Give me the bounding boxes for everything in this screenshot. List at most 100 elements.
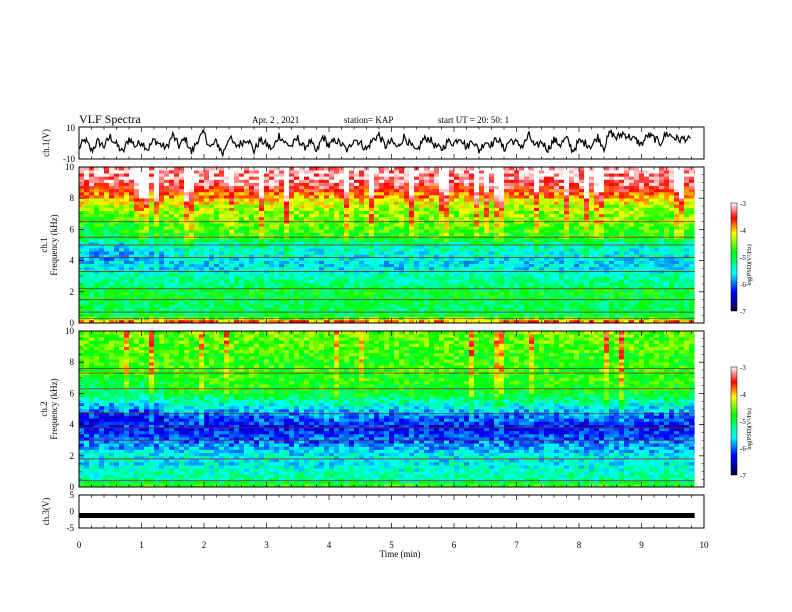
spectrogram-cell [374, 282, 380, 286]
spectrogram-cell [239, 279, 245, 283]
spectrogram-cell [124, 167, 130, 171]
spectrogram-cell [559, 241, 565, 246]
spectrogram-cell [444, 273, 450, 277]
spectrogram-cell [234, 210, 240, 215]
spectrogram-cell [374, 223, 380, 227]
spectrogram-cell [474, 232, 480, 236]
spectrogram-cell [464, 254, 470, 258]
spectrogram-cell [149, 179, 155, 183]
spectrogram-cell [454, 232, 460, 236]
spectrogram-cell [329, 291, 335, 296]
spectrogram-cell [304, 204, 310, 208]
spectrogram-cell [289, 285, 295, 289]
spectrogram-cell [224, 213, 230, 218]
spectrogram-cell [474, 226, 480, 230]
spectrogram-cell [554, 223, 560, 227]
spectrogram-cell [84, 273, 90, 277]
spectrogram-cell [344, 260, 350, 265]
spectrogram-cell [79, 248, 85, 252]
spectrogram-cell [139, 291, 145, 296]
spectrogram-cell [534, 248, 540, 252]
spectrogram-cell [329, 273, 335, 277]
spectrogram-cell [94, 185, 100, 190]
spectrogram-cell [104, 232, 110, 236]
spectrogram-cell [399, 207, 405, 211]
spectrogram-cell [454, 213, 460, 218]
spectrogram-cell [384, 248, 390, 252]
spectrogram-cell [324, 170, 330, 174]
spectrogram-cell [349, 185, 355, 190]
spectrogram-cell [314, 182, 320, 187]
spectrogram-cell [539, 191, 545, 196]
spectrogram-cell [104, 291, 110, 296]
spectrogram-cell [344, 173, 350, 177]
spectrogram-cell [354, 245, 360, 249]
spectrogram-cell [229, 226, 235, 230]
spectrogram-cell [534, 263, 540, 268]
spectrogram-cell [514, 307, 520, 311]
spectrogram-cell [99, 201, 105, 205]
spectrogram-cell [389, 266, 395, 271]
spectrogram-cell [384, 204, 390, 208]
spectrogram-cell [159, 223, 165, 227]
spectrogram-cell [319, 245, 325, 249]
spectrogram-cell [214, 176, 220, 180]
spectrogram-cell [539, 241, 545, 246]
spectrogram-cell [279, 229, 285, 233]
spectrogram-cell [539, 198, 545, 202]
spectrogram-cell [419, 257, 425, 261]
spectrogram-cell [244, 307, 250, 311]
spectrogram-cell [369, 213, 375, 218]
spectrogram-cell [394, 210, 400, 215]
spectrogram-cell [559, 198, 565, 202]
spectrogram-cell [114, 263, 120, 268]
spectrogram-cell [219, 195, 225, 199]
spectrogram-cell [354, 282, 360, 286]
spectrogram-cell [159, 276, 165, 280]
spectrogram-cell [319, 266, 325, 271]
spectrogram-cell [244, 248, 250, 252]
spectrogram-cell [444, 191, 450, 196]
spectrogram-cell [399, 216, 405, 221]
spectrogram-cell [514, 245, 520, 249]
spectrogram-cell [569, 245, 575, 249]
spectrogram-cell [414, 294, 420, 299]
spectrogram-cell [564, 195, 570, 199]
spectrogram-cell [399, 188, 405, 193]
spectrogram-cell [214, 304, 220, 308]
spectrogram-cell [344, 182, 350, 187]
spectrogram-cell [379, 304, 385, 308]
spectrogram-cell [514, 223, 520, 227]
spectrogram-cell [154, 307, 160, 311]
spectrogram-cell [449, 257, 455, 261]
spectrogram-cell [279, 213, 285, 218]
spectrogram-cell [394, 223, 400, 227]
spectrogram-cell [114, 173, 120, 177]
spectrogram-cell [484, 238, 490, 243]
spectrogram-cell [529, 195, 535, 199]
spectrogram-cell [89, 170, 95, 174]
spectrogram-cell [454, 167, 460, 171]
spectrogram-cell [154, 213, 160, 218]
spectrogram-cell [429, 191, 435, 196]
spectrogram-cell [554, 195, 560, 199]
spectrogram-cell [224, 167, 230, 171]
spectrogram-cell [299, 260, 305, 265]
spectrogram-cell [334, 266, 340, 271]
spectrogram-cell [179, 226, 185, 230]
spectrogram-cell [199, 195, 205, 199]
spectrogram-cell [369, 188, 375, 193]
spectrogram-cell [139, 188, 145, 193]
spectrogram-cell [104, 191, 110, 196]
spectrogram-cell [409, 319, 415, 323]
spectrogram-cell [314, 201, 320, 205]
spectrogram-cell [429, 229, 435, 233]
spectrogram-cell [334, 260, 340, 265]
spectrogram-cell [329, 266, 335, 271]
spectrogram-cell [209, 307, 215, 311]
spectrogram-cell [184, 185, 190, 190]
spectrogram-cell [524, 170, 530, 174]
spectrogram-cell [529, 291, 535, 296]
spectrogram-cell [429, 204, 435, 208]
spectrogram-cell [279, 223, 285, 227]
